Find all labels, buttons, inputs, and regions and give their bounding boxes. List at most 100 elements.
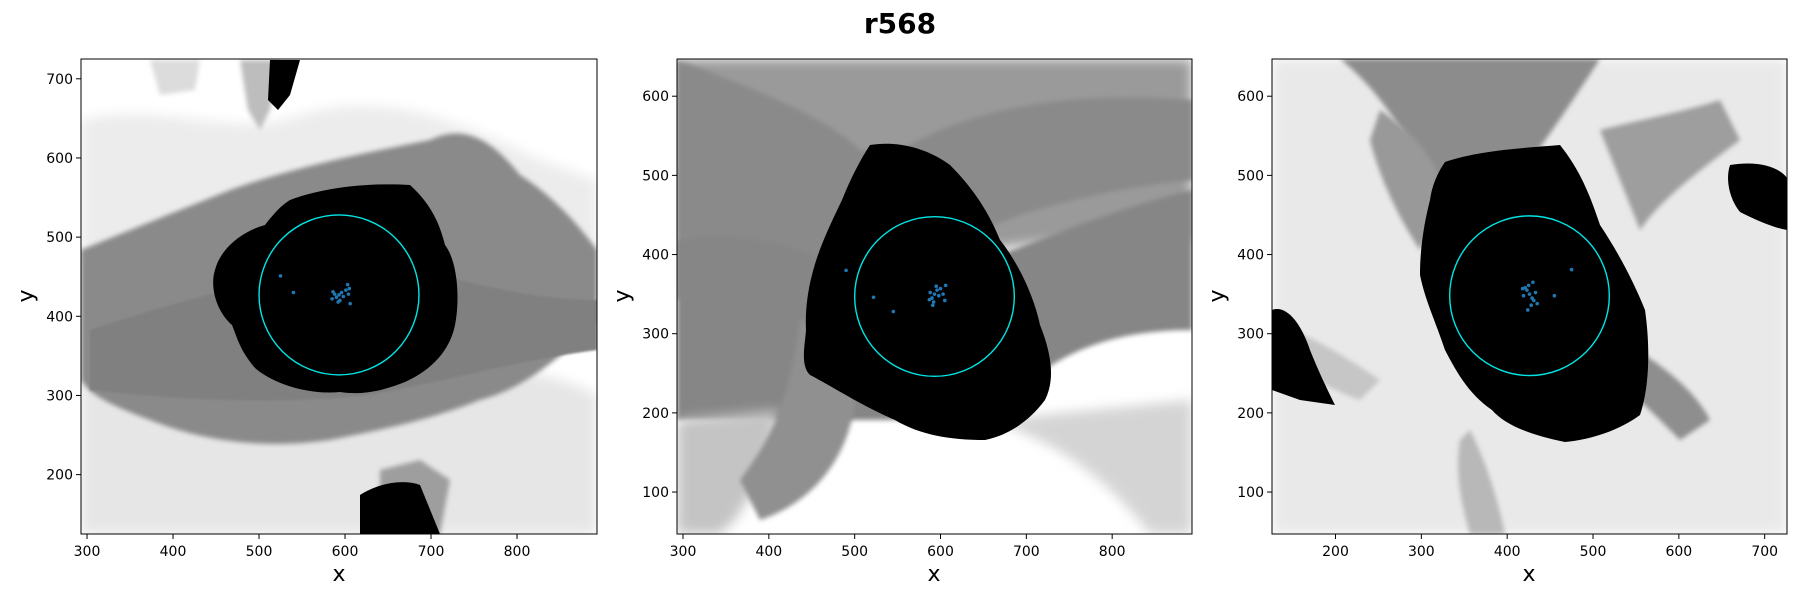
data-point — [1569, 267, 1574, 272]
x-tick-labels: 200 300 400 500 600 700 — [1322, 534, 1778, 560]
y-tick-label: 500 — [46, 230, 73, 246]
data-point — [1533, 290, 1538, 295]
data-point — [844, 268, 848, 273]
x-tick-label: 300 — [74, 544, 101, 560]
y-tick-label: 600 — [46, 151, 73, 167]
y-tick-label: 700 — [46, 72, 73, 88]
x-tick-labels: 300 400 500 600 700 800 — [74, 534, 531, 560]
y-tick-label: 400 — [1237, 248, 1264, 264]
data-point — [931, 300, 936, 304]
reference-circle — [1448, 215, 1611, 377]
data-point — [936, 293, 941, 298]
data-point — [934, 284, 939, 289]
y-tick-label: 400 — [642, 248, 669, 264]
y-tick-label: 600 — [642, 89, 669, 105]
x-tick-label: 800 — [504, 544, 531, 560]
x-tick-label: 500 — [1580, 544, 1607, 560]
x-tick-label: 300 — [1408, 544, 1435, 560]
y-tick-label: 100 — [642, 485, 669, 501]
data-point — [1531, 298, 1536, 303]
x-axis-label: x — [332, 562, 345, 587]
reference-circle — [258, 214, 420, 376]
data-point — [1552, 293, 1557, 298]
x-tick-label: 500 — [841, 544, 868, 560]
data-point — [943, 283, 948, 288]
data-point — [943, 298, 947, 303]
data-point — [871, 295, 876, 300]
y-axis-label: y — [1205, 289, 1230, 302]
data-point — [331, 289, 335, 294]
y-tick-labels: 100 200 300 400 500 600 — [642, 89, 677, 501]
data-point — [291, 290, 296, 295]
x-tick-label: 700 — [1013, 544, 1040, 560]
cluster-points — [278, 274, 352, 306]
data-point — [932, 292, 937, 296]
data-point — [347, 286, 352, 291]
figure-title: r568 — [864, 7, 936, 40]
data-point — [930, 296, 934, 300]
y-tick-labels: 200 300 400 500 600 700 — [46, 72, 81, 484]
y-tick-label: 200 — [1237, 406, 1264, 422]
data-point — [1527, 292, 1532, 296]
data-point — [928, 290, 933, 295]
y-axis-label: y — [14, 289, 39, 302]
x-tick-label: 600 — [927, 544, 954, 560]
data-point — [1525, 308, 1530, 312]
dense-region — [803, 143, 1052, 441]
data-point — [336, 300, 340, 304]
x-tick-label: 600 — [332, 544, 359, 560]
y-axis-label: y — [610, 289, 635, 302]
x-tick-label: 700 — [418, 544, 445, 560]
x-tick-label: 600 — [1665, 544, 1692, 560]
y-tick-labels: 100 200 300 400 500 600 — [1237, 89, 1272, 501]
reference-circle — [853, 215, 1016, 378]
data-point — [341, 294, 346, 299]
y-tick-label: 300 — [46, 388, 73, 404]
data-point — [941, 292, 945, 296]
data-point — [1521, 293, 1526, 298]
x-tick-label: 400 — [755, 544, 782, 560]
data-point — [330, 297, 334, 301]
x-tick-label: 300 — [670, 544, 697, 560]
y-tick-label: 300 — [642, 327, 669, 343]
data-point — [339, 290, 344, 295]
x-tick-labels: 300 400 500 600 700 800 — [670, 534, 1126, 560]
data-point — [1526, 283, 1531, 288]
y-tick-label: 200 — [46, 468, 73, 484]
data-point — [1531, 280, 1535, 285]
data-point — [346, 292, 351, 296]
data-point — [891, 309, 896, 314]
data-point — [1529, 303, 1534, 308]
cluster-points — [844, 268, 948, 314]
data-point — [1535, 301, 1540, 306]
data-point — [348, 301, 352, 306]
y-tick-label: 200 — [642, 406, 669, 422]
data-point — [334, 295, 339, 300]
y-tick-label: 300 — [1237, 327, 1264, 343]
data-point — [1520, 286, 1525, 291]
x-tick-label: 800 — [1099, 544, 1126, 560]
data-point — [930, 303, 935, 308]
data-point — [927, 297, 932, 302]
cluster-points — [1520, 267, 1574, 312]
y-tick-label: 500 — [1237, 168, 1264, 184]
x-tick-label: 400 — [160, 544, 187, 560]
data-point — [278, 274, 283, 278]
data-point — [938, 286, 943, 291]
x-axis-label: x — [927, 562, 940, 587]
y-tick-label: 500 — [642, 168, 669, 184]
x-tick-label: 400 — [1494, 544, 1521, 560]
y-tick-label: 100 — [1237, 485, 1264, 501]
x-tick-label: 500 — [246, 544, 273, 560]
data-point — [935, 288, 939, 292]
x-tick-label: 700 — [1751, 544, 1778, 560]
y-tick-label: 600 — [1237, 89, 1264, 105]
data-point — [337, 293, 341, 297]
x-tick-label: 200 — [1322, 544, 1349, 560]
data-point — [345, 282, 350, 287]
y-tick-label: 400 — [46, 309, 73, 325]
